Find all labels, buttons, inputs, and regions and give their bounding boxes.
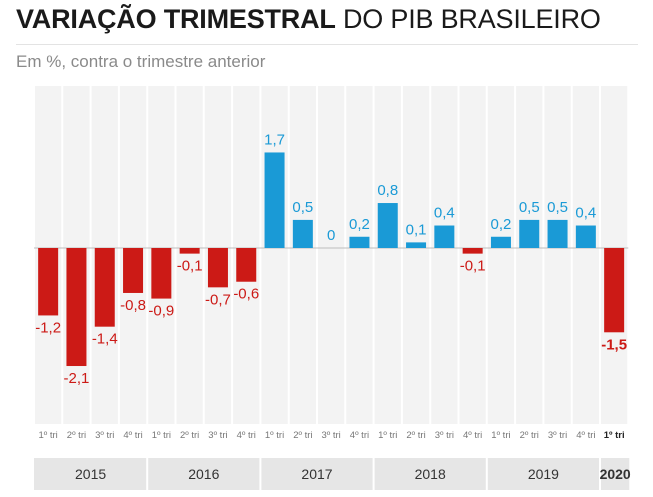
bar bbox=[490, 236, 511, 248]
value-label: 0,1 bbox=[406, 221, 427, 238]
quarter-label: 4º tri bbox=[350, 430, 369, 441]
bar bbox=[151, 248, 172, 299]
bar bbox=[547, 219, 568, 248]
value-label: -0,1 bbox=[460, 258, 486, 275]
quarter-band bbox=[261, 86, 288, 424]
quarter-band bbox=[572, 86, 599, 424]
value-label: -1,2 bbox=[35, 319, 61, 336]
bar bbox=[292, 219, 313, 248]
value-label: -2,1 bbox=[64, 370, 90, 387]
bar bbox=[406, 242, 427, 248]
value-label: 0,8 bbox=[377, 182, 398, 199]
value-label: -0,7 bbox=[205, 291, 231, 308]
year-band bbox=[261, 458, 373, 490]
value-label: 0,2 bbox=[349, 216, 370, 233]
year-band bbox=[374, 458, 486, 490]
quarter-label: 2º tri bbox=[67, 430, 86, 441]
quarter-label: 1º tri bbox=[152, 430, 171, 441]
quarter-label: 2º tri bbox=[520, 430, 539, 441]
quarter-band bbox=[402, 86, 430, 424]
year-label: 2016 bbox=[188, 466, 219, 482]
quarter-labels-group: 1º tri 2º tri 3º tri 4º tri 1º tri 2º tri 3º t… bbox=[38, 430, 624, 441]
year-band bbox=[34, 458, 147, 490]
bar bbox=[264, 152, 285, 248]
bar bbox=[377, 203, 398, 248]
bar bbox=[38, 248, 59, 316]
bar bbox=[349, 236, 370, 248]
quarter-label: 3º tri bbox=[208, 430, 227, 441]
title-divider bbox=[16, 44, 638, 45]
bar bbox=[94, 248, 115, 327]
chart-subtitle: Em %, contra o trimestre anterior bbox=[16, 52, 266, 71]
quarter-band bbox=[516, 86, 543, 424]
value-label: 0,5 bbox=[547, 199, 568, 216]
quarter-band bbox=[431, 86, 458, 424]
value-label: -0,8 bbox=[120, 297, 146, 314]
quarter-label: 3º tri bbox=[548, 430, 567, 441]
value-label: 0 bbox=[327, 227, 335, 244]
value-label: -1,5 bbox=[601, 336, 627, 353]
value-label: -0,9 bbox=[148, 303, 174, 320]
year-label: 2019 bbox=[528, 466, 559, 482]
bar bbox=[462, 248, 483, 254]
quarter-label: 1º tri bbox=[491, 430, 510, 441]
quarter-label: 2º tri bbox=[180, 430, 199, 441]
quarter-band bbox=[176, 86, 203, 424]
bar bbox=[236, 248, 257, 282]
quarter-band bbox=[346, 86, 373, 424]
year-band bbox=[601, 458, 630, 490]
value-label: 0,2 bbox=[491, 216, 512, 233]
quarter-band bbox=[374, 86, 401, 424]
chart-title-light: DO PIB BRASILEIRO bbox=[343, 4, 601, 34]
bars-group bbox=[38, 152, 625, 367]
year-label: 2018 bbox=[415, 466, 446, 482]
value-labels-group: -1,2-2,1-1,4-0,8 -0,9-0,1-0,7 -0,61,70,500… bbox=[35, 131, 627, 387]
bar bbox=[519, 219, 540, 248]
year-label: 2020 bbox=[600, 466, 631, 482]
quarter-label: 4º tri bbox=[123, 430, 142, 441]
chart-title: VARIAÇÃO TRIMESTRAL DO PIB BRASILEIRO bbox=[16, 4, 601, 35]
quarter-label: 1º tri bbox=[604, 430, 625, 441]
value-label: 1,7 bbox=[264, 131, 285, 148]
bar bbox=[179, 248, 200, 254]
quarter-band bbox=[544, 86, 571, 424]
quarter-label: 2º tri bbox=[406, 430, 425, 441]
quarter-band bbox=[459, 86, 486, 424]
quarter-band bbox=[487, 86, 515, 424]
quarter-label: 3º tri bbox=[435, 430, 454, 441]
quarter-label: 2º tri bbox=[293, 430, 312, 441]
value-label: 0,4 bbox=[434, 205, 455, 222]
chart-title-bold: VARIAÇÃO TRIMESTRAL bbox=[16, 4, 336, 34]
bar bbox=[66, 248, 87, 367]
quarter-label: 4º tri bbox=[463, 430, 482, 441]
quarter-band bbox=[318, 86, 345, 424]
value-label: -0,1 bbox=[177, 258, 203, 275]
value-label: -0,6 bbox=[233, 286, 259, 303]
bar bbox=[123, 248, 144, 293]
year-band bbox=[148, 458, 260, 490]
quarter-label: 1º tri bbox=[378, 430, 397, 441]
value-label: 0,5 bbox=[292, 199, 313, 216]
bar bbox=[207, 248, 228, 288]
quarter-label: 3º tri bbox=[95, 430, 114, 441]
quarter-label: 3º tri bbox=[321, 430, 340, 441]
quarter-label: 1º tri bbox=[38, 430, 57, 441]
value-label: -1,4 bbox=[92, 331, 118, 348]
quarter-label: 4º tri bbox=[576, 430, 595, 441]
year-band bbox=[487, 458, 599, 490]
quarter-label: 4º tri bbox=[237, 430, 256, 441]
bar bbox=[575, 225, 596, 248]
year-label: 2015 bbox=[75, 466, 106, 482]
year-label: 2017 bbox=[301, 466, 332, 482]
quarter-label: 1º tri bbox=[265, 430, 284, 441]
bar bbox=[604, 248, 625, 333]
bar bbox=[434, 225, 455, 248]
quarter-band bbox=[289, 86, 316, 424]
value-label: 0,4 bbox=[575, 205, 596, 222]
value-label: 0,5 bbox=[519, 199, 540, 216]
year-labels-group: 2015 2016 2017 2018 2019 2020 bbox=[34, 458, 631, 490]
